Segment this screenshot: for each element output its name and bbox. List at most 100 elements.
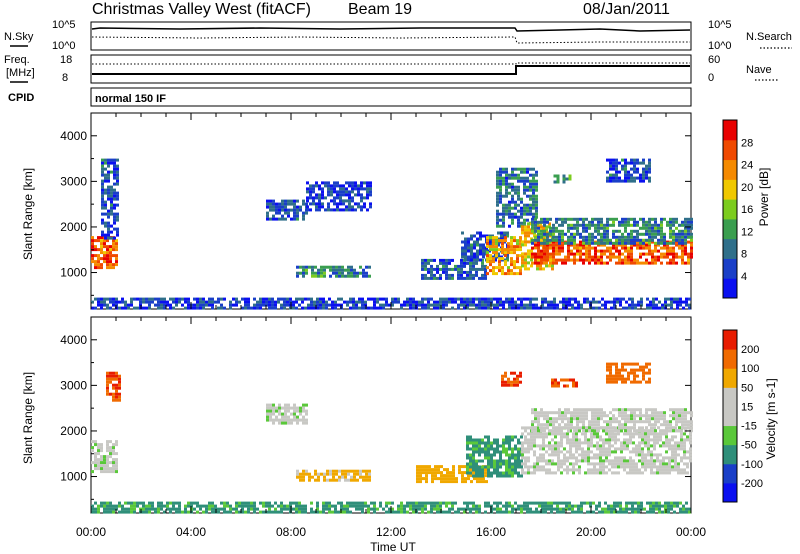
heatmap-cell (685, 303, 688, 307)
heatmap-cell (470, 468, 473, 472)
heatmap-cell (350, 271, 353, 275)
heatmap-cell (524, 447, 527, 451)
heatmap-cell (94, 501, 97, 505)
heatmap-cell (247, 504, 250, 508)
heatmap-cell (584, 453, 587, 457)
heatmap-cell (306, 196, 309, 200)
heatmap-cell (592, 510, 595, 514)
heatmap-cell (113, 227, 116, 231)
heatmap-cell (341, 469, 344, 473)
heatmap-cell (579, 258, 582, 262)
heatmap-cell (520, 504, 523, 508)
heatmap-cell (609, 258, 612, 262)
heatmap-cell (672, 417, 675, 421)
heatmap-cell (113, 218, 116, 222)
heatmap-cell (514, 173, 517, 177)
heatmap-cell (440, 477, 443, 481)
heatmap-cell (412, 297, 415, 301)
heatmap-cell (594, 423, 597, 427)
heatmap-cell (109, 248, 112, 252)
heatmap-cell (505, 474, 508, 478)
heatmap-cell (648, 235, 651, 239)
heatmap-cell (543, 429, 546, 433)
heatmap-cell (521, 252, 524, 256)
heatmap-cell (505, 441, 508, 445)
heatmap-cell (603, 252, 606, 256)
heatmap-cell (446, 468, 449, 472)
heatmap-cell (684, 232, 687, 236)
heatmap-cell (451, 276, 454, 280)
heatmap-cell (663, 255, 666, 259)
heatmap-cell (106, 303, 109, 307)
heatmap-cell (211, 501, 214, 505)
heatmap-cell (653, 462, 656, 466)
heatmap-cell (338, 271, 341, 275)
heatmap-cell (278, 418, 281, 422)
heatmap-cell (362, 274, 365, 278)
heatmap-cell (554, 432, 557, 436)
heatmap-cell (546, 255, 549, 259)
heatmap-cell (572, 438, 575, 442)
heatmap-cell (482, 480, 485, 484)
heatmap-cell (269, 202, 272, 206)
heatmap-cell (238, 501, 241, 505)
heatmap-cell (112, 303, 115, 307)
heatmap-cell (593, 435, 596, 439)
heatmap-cell (504, 263, 507, 267)
heatmap-cell (621, 374, 624, 378)
heatmap-cell (547, 504, 550, 508)
heatmap-cell (507, 248, 510, 252)
heatmap-cell (271, 297, 274, 301)
heatmap-cell (536, 462, 539, 466)
heatmap-cell (556, 303, 559, 307)
heatmap-cell (100, 303, 103, 307)
heatmap-cell (302, 268, 305, 272)
heatmap-cell (110, 194, 113, 198)
heatmap-cell (558, 249, 561, 253)
heatmap-cell (513, 371, 516, 375)
heatmap-cell (635, 447, 638, 451)
heatmap-cell (94, 510, 97, 514)
heatmap-cell (606, 241, 609, 245)
heatmap-cell (499, 462, 502, 466)
heatmap-cell (630, 232, 633, 236)
heatmap-cell (513, 251, 516, 255)
heatmap-cell (356, 469, 359, 473)
heatmap-cell (315, 196, 318, 200)
heatmap-cell (142, 501, 145, 505)
heatmap-cell (658, 300, 661, 304)
heatmap-cell (660, 238, 663, 242)
heatmap-cell (531, 261, 534, 265)
heatmap-cell (608, 462, 611, 466)
heatmap-cell (639, 368, 642, 372)
heatmap-cell (241, 507, 244, 511)
heatmap-cell (502, 212, 505, 216)
heatmap-cell (379, 501, 382, 505)
heatmap-cell (541, 303, 544, 307)
heatmap-cell (454, 267, 457, 271)
heatmap-cell (466, 276, 469, 280)
heatmap-cell (584, 441, 587, 445)
heatmap-cell (106, 263, 109, 267)
heatmap-cell (669, 423, 672, 427)
heatmap-cell (570, 411, 573, 415)
heatmap-cell (100, 306, 103, 310)
heatmap-cell (602, 429, 605, 433)
heatmap-cell (211, 306, 214, 310)
heatmap-cell (589, 501, 592, 505)
heatmap-cell (448, 300, 451, 304)
heatmap-cell (473, 258, 476, 262)
heatmap-cell (496, 297, 499, 301)
heatmap-cell (510, 257, 513, 261)
heatmap-cell (103, 504, 106, 508)
heatmap-cell (641, 441, 644, 445)
heatmap-cell (560, 438, 563, 442)
heatmap-cell (505, 471, 508, 475)
heatmap-cell (507, 269, 510, 273)
heatmap-cell (339, 193, 342, 197)
heatmap-cell (467, 255, 470, 259)
heatmap-cell (266, 406, 269, 410)
heatmap-cell (115, 254, 118, 258)
heatmap-cell (524, 264, 527, 268)
heatmap-cell (671, 468, 674, 472)
